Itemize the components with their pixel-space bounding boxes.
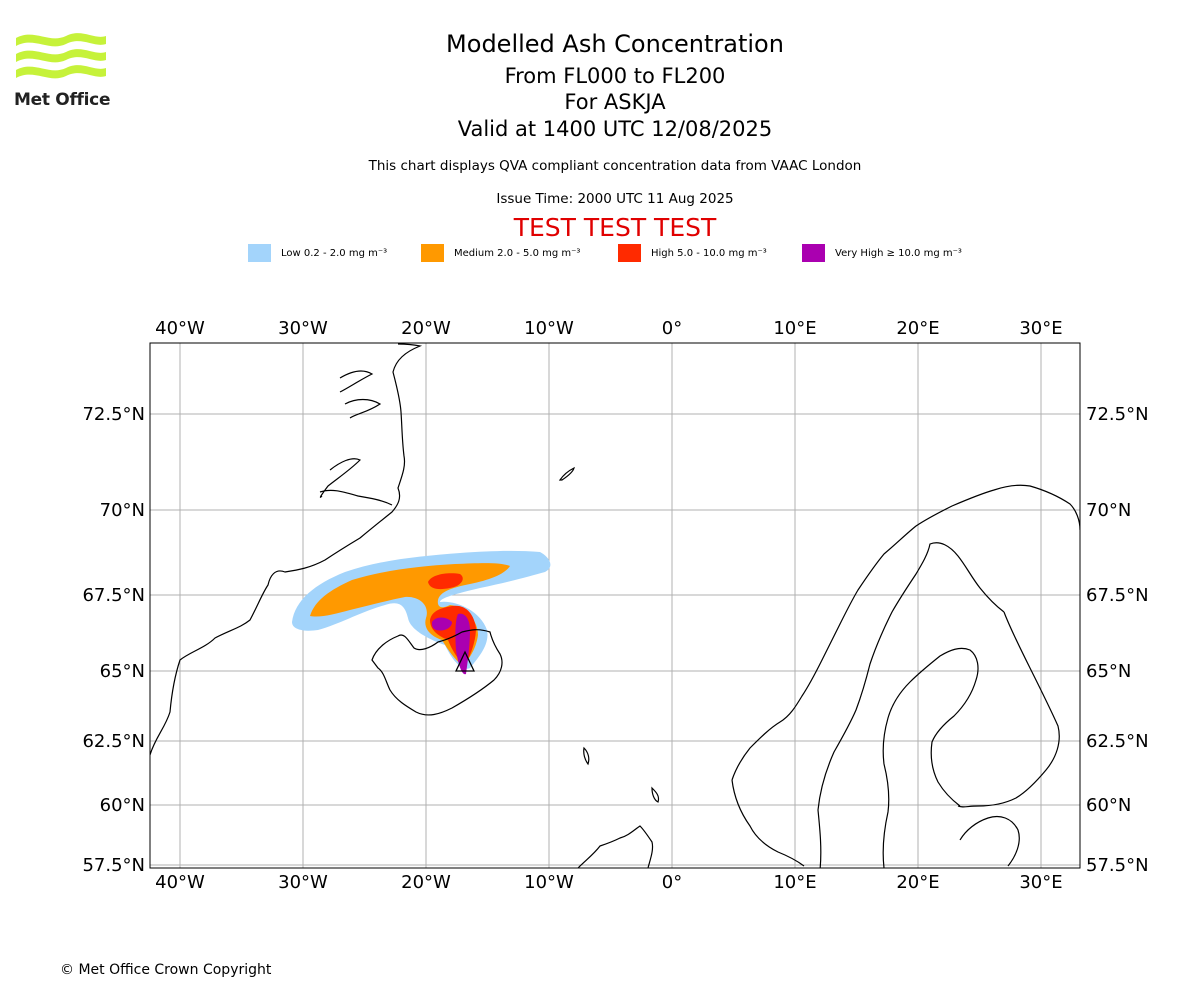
lon-label-bottom: 20°E: [896, 872, 939, 893]
left-latitude-labels: 72.5°N 70°N 67.5°N 65°N 62.5°N 60°N 57.5…: [82, 404, 145, 876]
lat-label-right: 60°N: [1086, 795, 1131, 816]
logo-text: Met Office: [14, 90, 111, 110]
lon-label-top: 30°E: [1019, 318, 1062, 339]
legend-label-high: High 5.0 - 10.0 mg m⁻³: [651, 247, 767, 259]
lon-label-top: 30°W: [278, 318, 328, 339]
lon-label-top: 20°W: [401, 318, 451, 339]
lat-label-right: 62.5°N: [1086, 731, 1149, 752]
top-longitude-labels: 40°W 30°W 20°W 10°W 0° 10°E 20°E 30°E: [155, 318, 1062, 339]
valid-time: Valid at 1400 UTC 12/08/2025: [457, 117, 773, 141]
lon-label-bottom: 20°W: [401, 872, 451, 893]
volcano-triangle-icon: [454, 650, 476, 672]
coastlines: [150, 343, 1080, 868]
legend-swatch-medium: [421, 244, 444, 262]
lon-label-top: 0°: [662, 318, 682, 339]
lat-label-right: 65°N: [1086, 661, 1131, 682]
issue-time: Issue Time: 2000 UTC 11 Aug 2025: [496, 191, 734, 207]
lat-label-right: 67.5°N: [1086, 585, 1149, 606]
scotland-coast: [577, 825, 654, 868]
lon-label-top: 10°E: [773, 318, 816, 339]
iceland-coast: [371, 629, 503, 716]
lon-label-bottom: 10°W: [524, 872, 574, 893]
shetland-coast: [651, 786, 660, 803]
legend-swatch-high: [618, 244, 641, 262]
bottom-longitude-labels: 40°W 30°W 20°W 10°W 0° 10°E 20°E 30°E: [155, 872, 1062, 893]
met-office-logo: Met Office: [14, 30, 110, 112]
legend-label-medium: Medium 2.0 - 5.0 mg m⁻³: [454, 247, 581, 259]
qva-note: This chart displays QVA compliant concen…: [368, 158, 862, 174]
faroes-coast: [583, 746, 590, 766]
flight-levels: From FL000 to FL200: [504, 64, 726, 88]
lat-label-left: 62.5°N: [82, 731, 145, 752]
lat-label-right: 57.5°N: [1086, 855, 1149, 876]
map-frame: [149, 342, 1081, 869]
lat-label-left: 70°N: [100, 500, 145, 521]
lat-label-left: 57.5°N: [82, 855, 145, 876]
lon-label-bottom: 30°E: [1019, 872, 1062, 893]
ash-very-high-area: [432, 613, 470, 675]
lon-label-top: 20°E: [896, 318, 939, 339]
jan-mayen-coast: [558, 466, 575, 481]
lon-label-bottom: 0°: [662, 872, 682, 893]
legend-item-low: Low 0.2 - 2.0 mg m⁻³: [248, 244, 387, 262]
legend-item-very-high: Very High ≥ 10.0 mg m⁻³: [802, 244, 962, 262]
legend-item-high: High 5.0 - 10.0 mg m⁻³: [618, 244, 767, 262]
volcano-name: For ASKJA: [564, 90, 666, 114]
bothnia-coast: [882, 647, 979, 868]
greenland-coast: [150, 343, 423, 756]
map-background: [150, 343, 1080, 868]
lat-label-left: 65°N: [100, 661, 145, 682]
finland-coast: [957, 611, 1060, 808]
right-latitude-labels: 72.5°N 70°N 67.5°N 65°N 62.5°N 60°N 57.5…: [1086, 404, 1149, 876]
lat-label-left: 72.5°N: [82, 404, 145, 425]
test-banner: TEST TEST TEST: [513, 213, 717, 242]
lon-label-top: 40°W: [155, 318, 205, 339]
greenland-fjords: [319, 370, 393, 506]
baltic-coast: [959, 815, 1020, 867]
sweden-finland-border: [817, 542, 1005, 868]
legend-item-medium: Medium 2.0 - 5.0 mg m⁻³: [421, 244, 580, 262]
norway-south-coast: [731, 779, 805, 867]
lon-label-bottom: 40°W: [155, 872, 205, 893]
lon-label-bottom: 10°E: [773, 872, 816, 893]
lon-label-bottom: 30°W: [278, 872, 328, 893]
copyright-notice: © Met Office Crown Copyright: [60, 962, 272, 978]
legend-label-low: Low 0.2 - 2.0 mg m⁻³: [281, 247, 388, 259]
met-office-waves-icon: [16, 33, 106, 79]
lat-label-left: 60°N: [100, 795, 145, 816]
legend-label-very-high: Very High ≥ 10.0 mg m⁻³: [835, 247, 962, 259]
legend-swatch-low: [248, 244, 271, 262]
chart-title: Modelled Ash Concentration: [446, 30, 784, 58]
lat-label-right: 70°N: [1086, 500, 1131, 521]
lat-label-right: 72.5°N: [1086, 404, 1149, 425]
lon-label-top: 10°W: [524, 318, 574, 339]
norway-coast: [731, 484, 1080, 781]
legend: Low 0.2 - 2.0 mg m⁻³ Medium 2.0 - 5.0 mg…: [0, 244, 1200, 264]
legend-swatch-very-high: [802, 244, 825, 262]
lat-label-left: 67.5°N: [82, 585, 145, 606]
